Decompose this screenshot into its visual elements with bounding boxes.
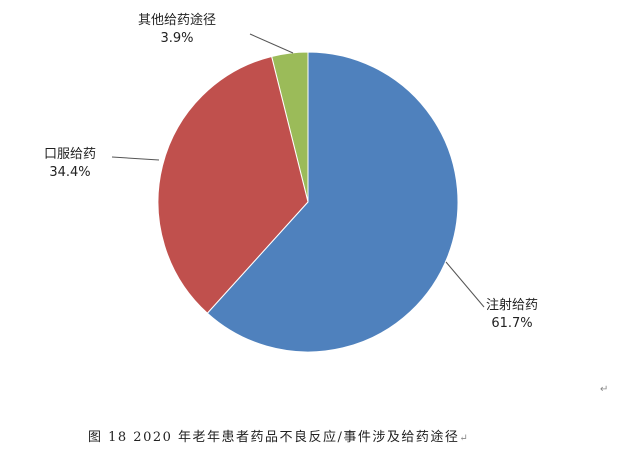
figure-caption: 图 18 2020 年老年患者药品不良反应/事件涉及给药途径↵	[88, 426, 469, 445]
caption-text: 图 18 2020 年老年患者药品不良反应/事件涉及给药途径	[88, 430, 460, 445]
paragraph-mark: ↵	[459, 433, 470, 444]
slice-label: 其他给药途径	[138, 13, 217, 28]
leader-line-other	[249, 33, 294, 54]
slice-label: 注射给药	[486, 298, 539, 313]
paragraph-mark: ↵	[600, 384, 609, 395]
data-label-injection: 注射给药 61.7%	[486, 297, 538, 333]
data-label-oral: 口服给药 34.4%	[44, 146, 96, 182]
data-label-other: 其他给药途径 3.9%	[138, 12, 216, 48]
slice-label: 口服给药	[44, 147, 97, 162]
leader-line-oral	[111, 156, 160, 161]
slice-value: 3.9%	[160, 31, 194, 46]
slice-value: 34.4%	[49, 165, 91, 180]
pie-slice-injection	[206, 51, 459, 353]
leader-line-injection	[445, 261, 485, 308]
slice-value: 61.7%	[491, 316, 533, 331]
pie-slice-oral	[157, 55, 309, 314]
